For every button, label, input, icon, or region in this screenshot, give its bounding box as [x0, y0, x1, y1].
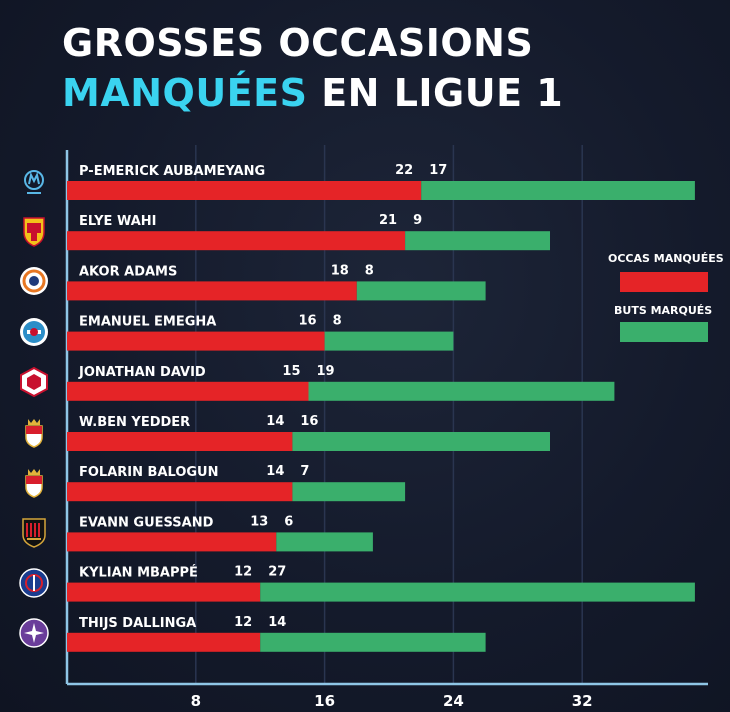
value-scored-10: 14: [268, 615, 286, 630]
value-scored-9: 27: [268, 565, 286, 580]
monaco-icon: [17, 465, 51, 499]
player-name-6: W.BEN YEDDER: [79, 415, 190, 430]
montpellier-icon: [17, 264, 51, 298]
bar-scored-7: [292, 482, 406, 502]
x-tick-label-32: 32: [572, 692, 593, 710]
player-name-10: THIJS DALLINGA: [79, 616, 196, 631]
monaco-icon: [17, 415, 51, 449]
bar-scored-6: [292, 432, 550, 451]
value-scored-5: 19: [317, 364, 335, 379]
player-name-2: ELYE WAHI: [79, 214, 157, 229]
player-name-8: EVANN GUESSAND: [79, 515, 214, 530]
player-name-4: EMANUEL EMEGHA: [79, 315, 216, 330]
bar-missed-2: [67, 231, 406, 251]
bar-scored-5: [308, 381, 615, 401]
x-tick-label-8: 8: [191, 692, 201, 710]
value-missed-6: 14: [266, 414, 284, 429]
chart-title: GROSSES OCCASIONS MANQUÉES EN LIGUE 1: [62, 18, 563, 118]
x-tick-label-24: 24: [443, 692, 464, 710]
value-scored-8: 6: [284, 514, 293, 529]
lille-icon: [17, 365, 51, 399]
bar-scored-8: [276, 532, 373, 552]
value-missed-3: 18: [331, 263, 349, 278]
nice-icon: [17, 515, 51, 549]
value-missed-9: 12: [234, 565, 252, 580]
title-line-2: EN LIGUE 1: [307, 71, 564, 115]
value-scored-3: 8: [365, 263, 374, 278]
legend-swatch-missed: [620, 272, 708, 292]
value-missed-5: 15: [282, 364, 300, 379]
value-missed-8: 13: [250, 514, 268, 529]
player-name-9: KYLIAN MBAPPÉ: [79, 565, 198, 581]
legend-swatch-scored: [620, 322, 708, 342]
player-name-3: AKOR ADAMS: [79, 264, 177, 279]
bar-scored-2: [405, 231, 550, 251]
title-line-1: GROSSES OCCASIONS: [62, 21, 534, 65]
value-scored-6: 16: [300, 414, 318, 429]
player-name-1: P-EMERICK AUBAMEYANG: [79, 164, 265, 179]
bar-scored-9: [260, 582, 695, 602]
x-tick-label-16: 16: [314, 692, 335, 710]
strasbourg-icon: [17, 315, 51, 349]
legend-label-scored: BUTS MARQUÉS: [614, 304, 713, 317]
bar-missed-7: [67, 482, 293, 502]
value-scored-7: 7: [300, 464, 309, 479]
value-scored-4: 8: [333, 314, 342, 329]
value-missed-2: 21: [379, 213, 397, 228]
value-scored-2: 9: [413, 213, 422, 228]
value-missed-7: 14: [266, 464, 284, 479]
value-missed-1: 22: [395, 163, 413, 178]
player-name-7: FOLARIN BALOGUN: [79, 465, 218, 480]
bar-missed-4: [67, 331, 325, 351]
bar-missed-3: [67, 281, 357, 301]
lens-icon: [17, 214, 51, 248]
title-highlight: MANQUÉES: [62, 71, 308, 115]
value-scored-1: 17: [429, 163, 447, 178]
bar-scored-3: [356, 281, 486, 301]
bar-scored-10: [260, 632, 486, 652]
bar-missed-5: [67, 381, 309, 401]
toulouse-icon: [17, 616, 51, 650]
bar-missed-8: [67, 532, 277, 552]
bar-scored-4: [324, 331, 454, 351]
player-name-5: JONATHAN DAVID: [78, 365, 206, 380]
bar-missed-9: [67, 582, 261, 602]
legend-label-missed: OCCAS MANQUÉES: [608, 252, 724, 265]
marseille-icon: [17, 164, 51, 198]
value-missed-10: 12: [234, 615, 252, 630]
bar-missed-6: [67, 432, 293, 451]
bar-missed-1: [67, 181, 422, 200]
value-missed-4: 16: [299, 314, 317, 329]
bar-scored-1: [421, 181, 695, 200]
psg-icon: [17, 566, 51, 600]
bar-missed-10: [67, 632, 261, 652]
